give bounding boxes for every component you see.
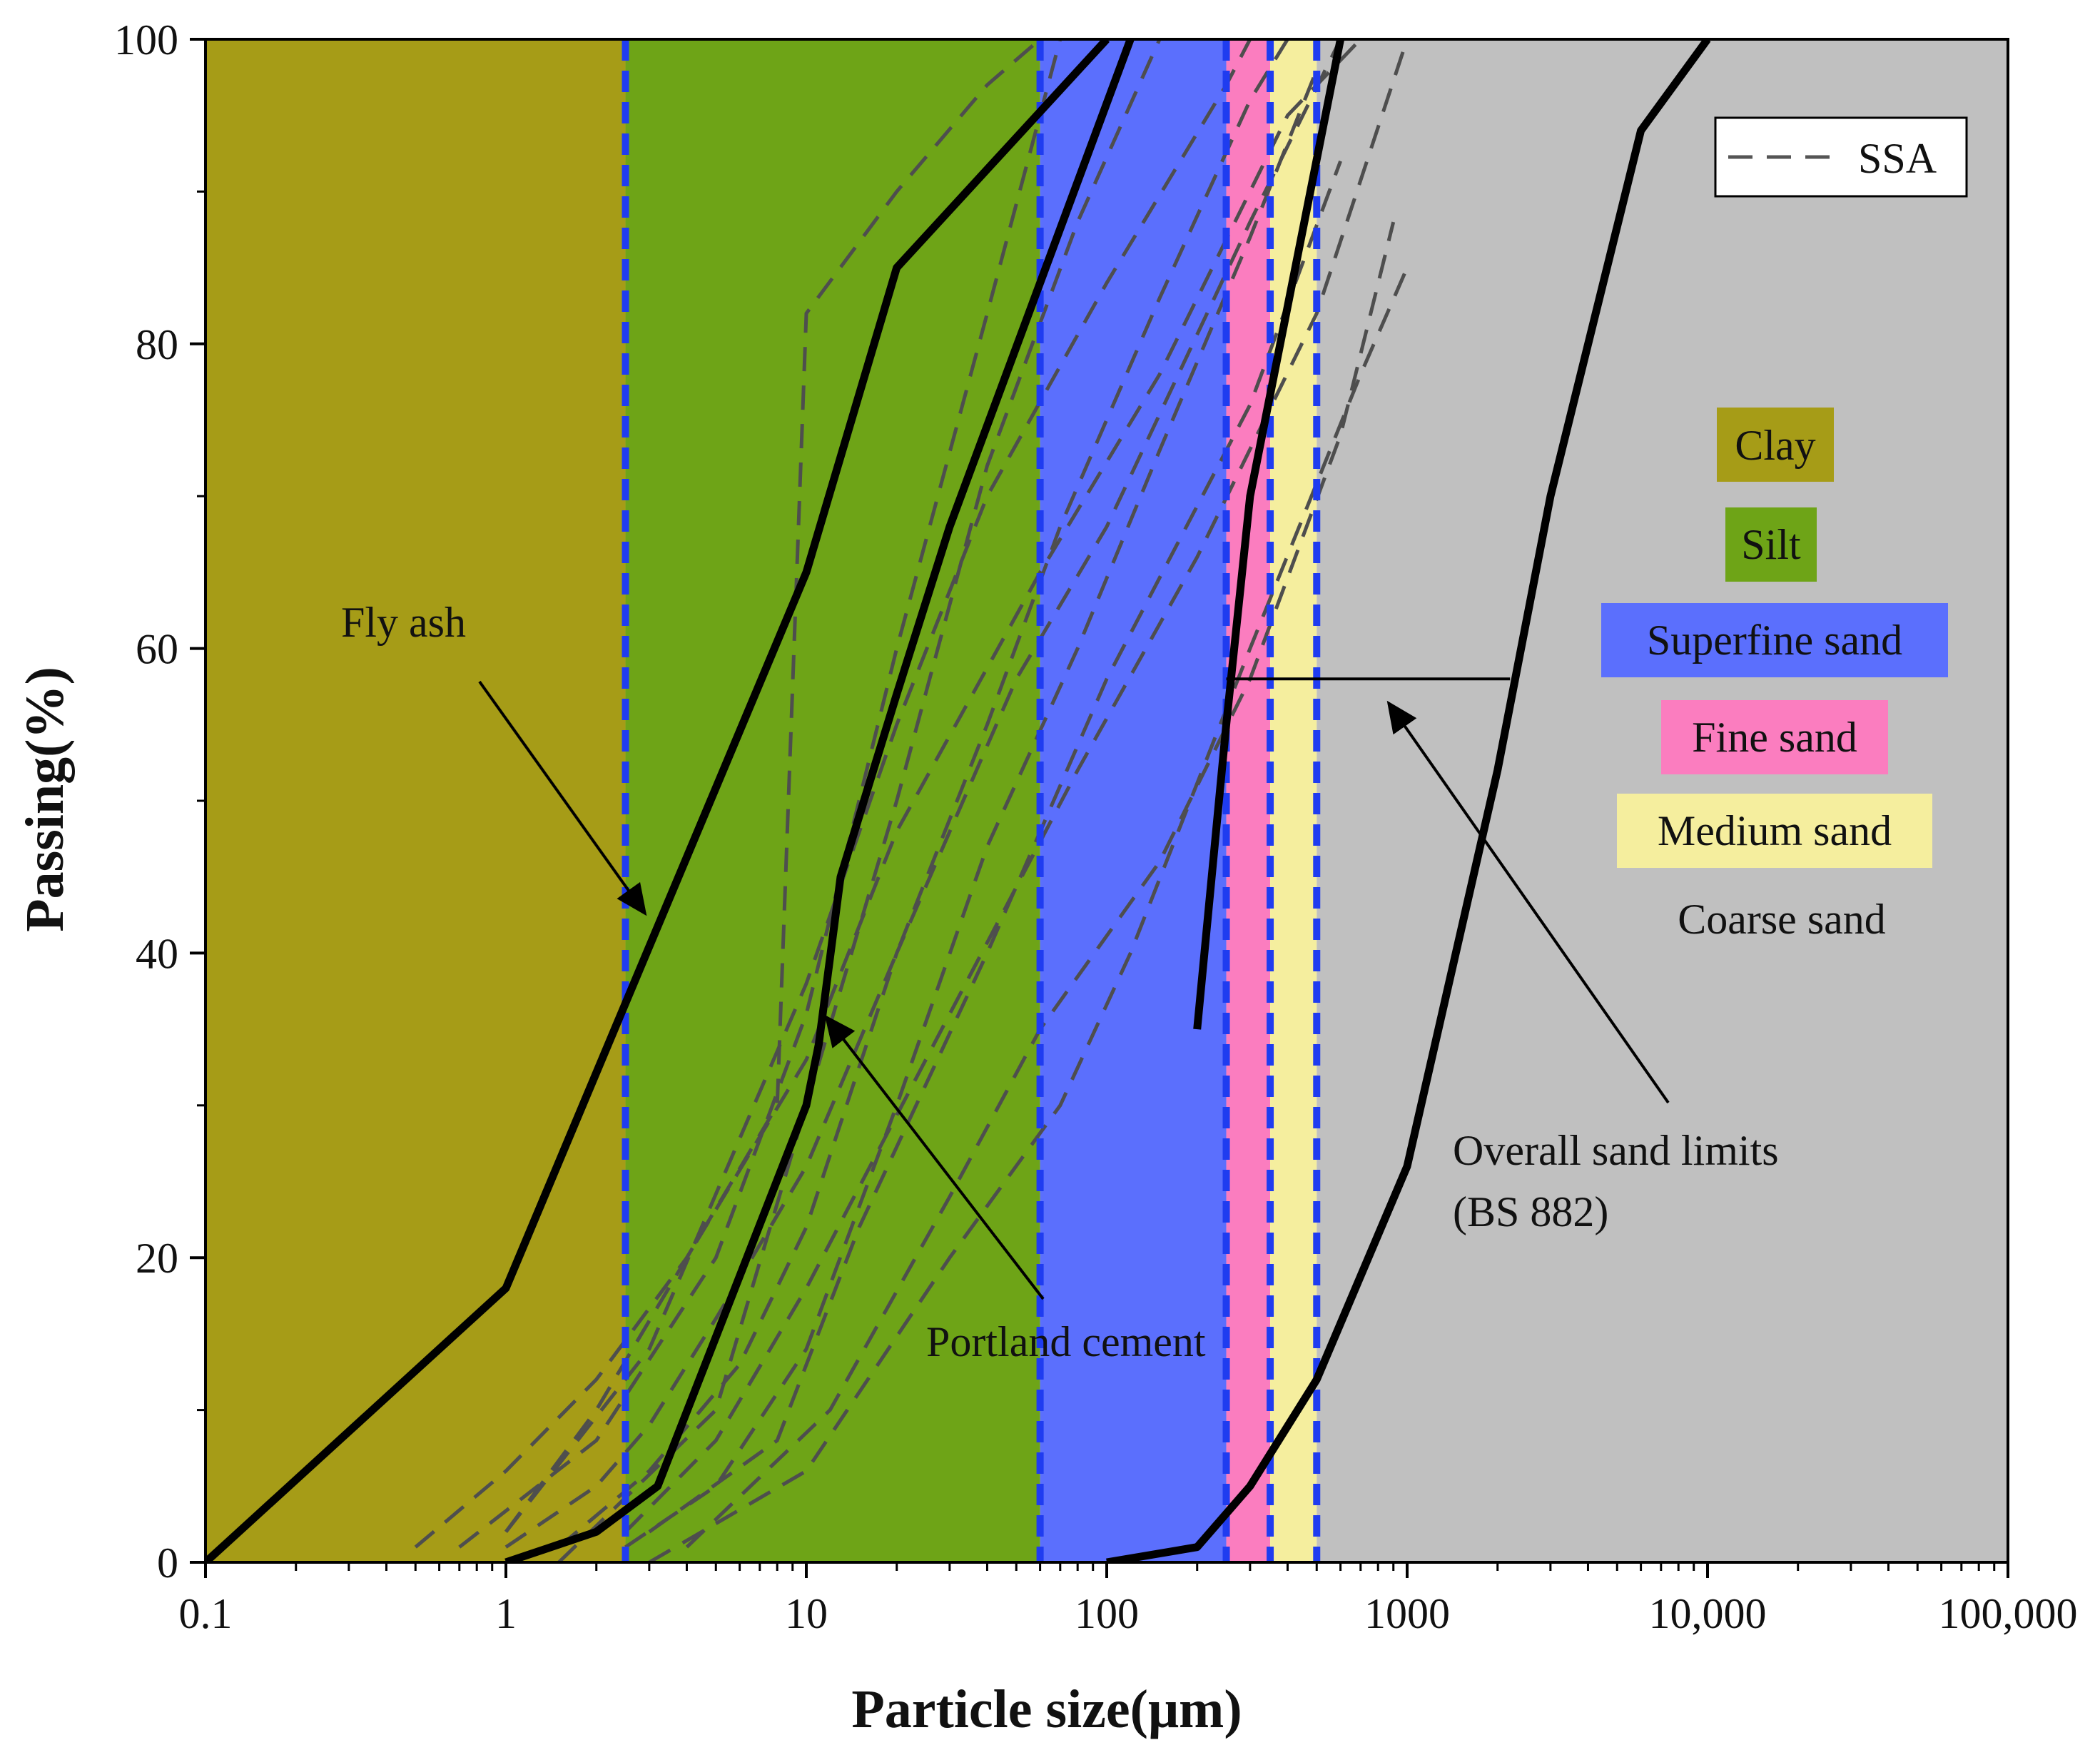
zone-silt xyxy=(625,39,1040,1562)
x-tick-label: 100 xyxy=(1075,1590,1139,1637)
zone-clay xyxy=(206,39,626,1562)
annotation-fly-ash: Fly ash xyxy=(341,599,466,646)
legend-ssa-label: SSA xyxy=(1858,135,1937,182)
x-tick-label: 1 xyxy=(495,1590,517,1637)
y-tick-label: 0 xyxy=(157,1539,178,1587)
legend-box xyxy=(1714,116,1968,198)
series-ssa-7 xyxy=(648,267,1409,1562)
zone-boundary-lines xyxy=(622,39,1321,1562)
zone-label-fine-bg xyxy=(1661,700,1888,774)
zone-labels: Clay Silt Superfine sand Fine sand Mediu… xyxy=(1601,408,1948,943)
legend: SSA xyxy=(1714,116,1968,198)
series-overall-sand-limits-bs-882-upper xyxy=(1193,39,1344,1030)
zone-superfine-sand xyxy=(1040,39,1227,1562)
reference-curves xyxy=(206,39,1711,1562)
series-ssa-8 xyxy=(648,160,1342,1534)
annotation-bs882-arrow xyxy=(1386,700,1670,1104)
x-tick-label: 10 xyxy=(785,1590,828,1637)
annotation-portland-cement-arrow xyxy=(824,1014,1045,1300)
x-axis-ticks: 0.1 1 10 100 1000 10,000 100,000 xyxy=(179,1562,2078,1637)
ssa-curves xyxy=(414,39,1409,1562)
series-ssa-1 xyxy=(414,39,1042,1549)
y-tick-label: 20 xyxy=(136,1235,178,1282)
zone-label-silt-bg xyxy=(1725,507,1817,582)
annotation-bs882-line2: (BS 882) xyxy=(1453,1188,1608,1235)
y-tick-label: 40 xyxy=(136,930,178,977)
zone-label-clay-bg xyxy=(1717,408,1834,482)
zone-label-medium: Medium sand xyxy=(1658,807,1892,854)
series-portland-cement xyxy=(504,39,1135,1562)
series-ssa-10 xyxy=(557,39,1162,1562)
annotation-fly-ash-arrow xyxy=(478,680,647,916)
y-axis-title: Passing(%) xyxy=(15,667,75,932)
y-tick-label: 100 xyxy=(114,16,178,64)
zone-label-fine: Fine sand xyxy=(1692,714,1857,761)
zone-label-coarse: Coarse sand xyxy=(1678,896,1886,943)
x-tick-label: 10,000 xyxy=(1649,1590,1767,1637)
series-ssa-12 xyxy=(685,221,1396,1549)
series-ssa-9 xyxy=(504,39,1252,1533)
zone-label-clay: Clay xyxy=(1735,422,1815,469)
series-ssa-2 xyxy=(504,39,1289,1549)
y-tick-label: 60 xyxy=(136,626,178,673)
zone-label-superfine-bg xyxy=(1601,603,1948,677)
annotations: Fly ash Portland cement Overall sand lim… xyxy=(341,599,1779,1365)
annotation-bs882-line1: Overall sand limits xyxy=(1453,1127,1779,1174)
annotation-portland-cement: Portland cement xyxy=(926,1318,1206,1365)
x-axis-title: Particle size(μm) xyxy=(851,1679,1242,1739)
y-axis-ticks: 0 20 40 60 80 100 xyxy=(114,16,206,1587)
zone-label-medium-bg xyxy=(1617,794,1932,868)
x-tick-label: 100,000 xyxy=(1939,1590,2078,1637)
series-fly-ash xyxy=(206,39,1110,1562)
y-tick-label: 80 xyxy=(136,321,178,368)
series-overall-sand-limits-bs-882-lower xyxy=(1106,39,1711,1562)
zone-label-silt: Silt xyxy=(1741,521,1801,568)
zone-fine-sand xyxy=(1226,39,1271,1562)
x-tick-label: 0.1 xyxy=(179,1590,233,1637)
series-ssa-3 xyxy=(624,69,1319,1549)
zone-label-superfine: Superfine sand xyxy=(1647,617,1902,664)
x-tick-label: 1000 xyxy=(1364,1590,1450,1637)
series-ssa-11 xyxy=(458,39,1062,1549)
